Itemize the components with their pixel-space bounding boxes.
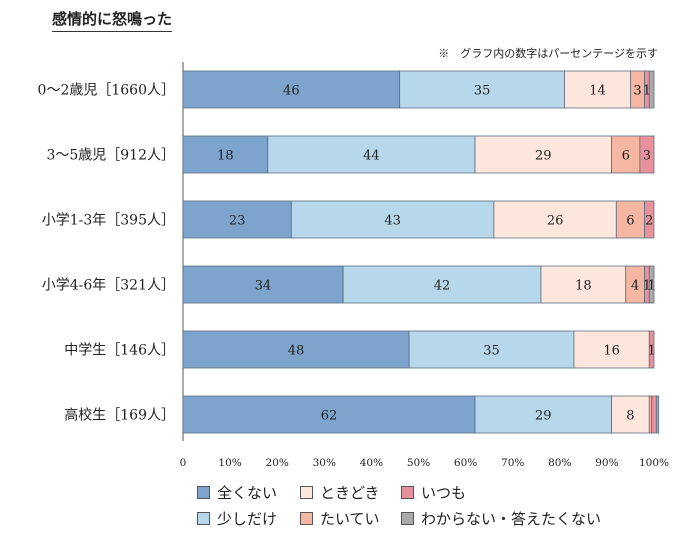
legend-item: 全くない bbox=[197, 482, 277, 502]
data-label: 1 bbox=[643, 279, 651, 294]
data-label: 6 bbox=[626, 214, 634, 229]
category-label: 中学生［146人］ bbox=[64, 343, 175, 359]
x-tick-label: 0 bbox=[180, 457, 187, 469]
data-label: 44 bbox=[363, 149, 380, 164]
category-label: 0～2歳児［1660人］ bbox=[38, 83, 175, 99]
legend-item: たいてい bbox=[300, 508, 380, 528]
legend-item: いつも bbox=[401, 482, 466, 502]
data-label: 62 bbox=[321, 409, 338, 424]
bar-segment bbox=[644, 200, 655, 239]
legend-label: たいてい bbox=[320, 509, 380, 528]
data-label: 18 bbox=[575, 279, 592, 294]
legend-label: いつも bbox=[421, 483, 467, 502]
legend-swatch bbox=[401, 485, 414, 499]
data-label: 29 bbox=[535, 149, 552, 164]
x-tick-label: 100% bbox=[639, 457, 669, 469]
category-label: 小学4-6年［321人］ bbox=[42, 278, 175, 294]
bar-segment bbox=[182, 200, 292, 239]
data-label: 1 bbox=[643, 84, 651, 99]
bar-segment bbox=[573, 330, 650, 369]
category-label: 高校生［169人］ bbox=[64, 407, 175, 424]
bar-segment bbox=[611, 135, 641, 174]
data-label: 34 bbox=[255, 279, 272, 294]
bar-segment bbox=[655, 395, 660, 434]
category-label: 3～5歳児［912人］ bbox=[46, 148, 175, 164]
bar-segment bbox=[182, 330, 410, 369]
bar-segment bbox=[648, 265, 655, 304]
data-label: 43 bbox=[384, 214, 401, 229]
bar-segment bbox=[182, 135, 269, 174]
bar-segment bbox=[182, 70, 401, 109]
legend-swatch bbox=[401, 511, 414, 525]
bar-segment bbox=[540, 265, 627, 304]
data-label: 2 bbox=[645, 214, 653, 229]
legend-label: 少しだけ bbox=[217, 509, 278, 528]
bar-segment bbox=[408, 330, 575, 369]
chart-title: 感情的に怒鳴った bbox=[52, 8, 173, 32]
legend-item: ときどき bbox=[300, 482, 380, 502]
data-label: 1 bbox=[648, 279, 656, 294]
data-label: 16 bbox=[603, 344, 620, 359]
bar-segment bbox=[493, 200, 617, 239]
legend-label: わからない・答えたくない bbox=[421, 509, 602, 528]
legend-label: 全くない bbox=[217, 483, 278, 502]
bar-segment bbox=[474, 395, 613, 434]
bar-segment bbox=[182, 395, 476, 434]
bar-segment bbox=[564, 70, 631, 109]
legend-swatch bbox=[197, 485, 210, 499]
legend-swatch bbox=[300, 485, 313, 499]
data-label: 42 bbox=[434, 279, 451, 294]
x-tick-label: 40% bbox=[360, 457, 383, 469]
data-label: 1 bbox=[648, 344, 656, 359]
legend-item: わからない・答えたくない bbox=[401, 508, 601, 528]
data-label: 3 bbox=[643, 149, 651, 164]
x-tick-label: 80% bbox=[548, 457, 571, 469]
data-label: 23 bbox=[229, 214, 246, 229]
data-label: 48 bbox=[288, 344, 305, 359]
x-tick-label: 70% bbox=[501, 457, 524, 469]
legend-swatch bbox=[300, 511, 313, 525]
legend-item: 少しだけ bbox=[197, 508, 277, 528]
data-label: 3 bbox=[633, 84, 641, 99]
x-tick-label: 10% bbox=[218, 457, 241, 469]
legend-label: ときどき bbox=[320, 483, 380, 502]
legend-swatch bbox=[197, 511, 210, 525]
data-label: 35 bbox=[483, 344, 500, 359]
category-label: 小学1-3年［395人］ bbox=[42, 213, 175, 229]
x-tick-label: 50% bbox=[407, 457, 430, 469]
bar-segment bbox=[474, 135, 613, 174]
data-label: 8 bbox=[626, 409, 634, 424]
bar-segment bbox=[639, 135, 655, 174]
bar-segment bbox=[182, 265, 344, 304]
data-label: 4 bbox=[631, 279, 639, 294]
x-tick-label: 90% bbox=[595, 457, 618, 469]
bar-segment bbox=[651, 395, 657, 434]
data-label: 35 bbox=[474, 84, 491, 99]
bar-segment bbox=[290, 200, 495, 239]
bar-segment bbox=[648, 70, 655, 109]
data-label: 6 bbox=[622, 149, 630, 164]
x-tick-label: 20% bbox=[266, 457, 289, 469]
x-tick-label: 60% bbox=[454, 457, 477, 469]
bar-segment bbox=[615, 200, 645, 239]
data-label: 29 bbox=[535, 409, 552, 424]
bar-segment bbox=[342, 265, 542, 304]
data-label: 46 bbox=[283, 84, 300, 99]
data-label: 14 bbox=[589, 84, 606, 99]
x-tick-label: 30% bbox=[313, 457, 336, 469]
data-label: 18 bbox=[217, 149, 234, 164]
chart-note: ※ グラフ内の数字はパーセンテージを示す bbox=[438, 47, 658, 60]
bar-segment bbox=[648, 330, 655, 369]
data-label: 26 bbox=[547, 214, 564, 229]
